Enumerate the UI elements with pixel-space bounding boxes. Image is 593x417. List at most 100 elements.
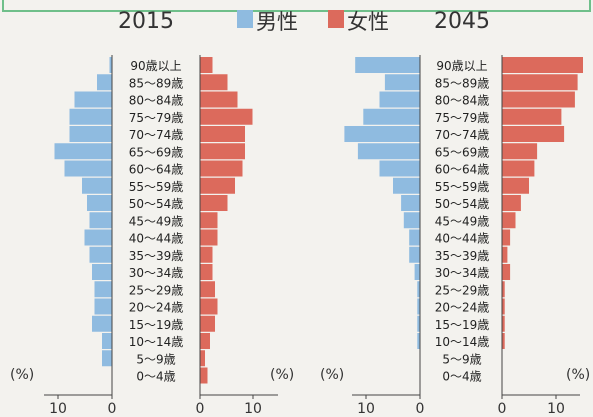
bar-male — [357, 143, 420, 160]
age-group-label: 0～4歳 — [136, 370, 175, 384]
bar-female — [502, 298, 505, 315]
x-tick-label: 0 — [196, 401, 205, 417]
bar-male — [414, 264, 420, 280]
bar-female — [502, 57, 583, 73]
age-group-label: 65～69歳 — [435, 145, 490, 159]
bar-male — [344, 126, 420, 142]
bar-male — [87, 195, 112, 211]
age-group-label: 35～39歳 — [129, 249, 184, 263]
age-group-label: 15～19歳 — [129, 318, 184, 332]
age-group-label: 10～14歳 — [435, 335, 490, 349]
bar-female — [200, 195, 228, 211]
x-tick-label: 10 — [49, 401, 67, 417]
bar-male — [89, 246, 112, 263]
age-group-label: 50～54歳 — [435, 197, 490, 211]
age-group-label: 90歳以上 — [436, 59, 487, 73]
bar-female — [200, 298, 218, 315]
percent-label-right: (%) — [566, 367, 590, 383]
bar-male — [355, 57, 420, 73]
bar-male — [403, 212, 420, 229]
bar-male — [379, 160, 420, 177]
bar-male — [94, 281, 112, 298]
bar-male — [417, 298, 420, 315]
bar-female — [502, 74, 578, 91]
bar-male — [417, 315, 420, 332]
bar-female — [502, 91, 575, 108]
bar-female — [200, 246, 213, 263]
x-tick-label: 0 — [108, 401, 117, 417]
bar-female — [502, 143, 538, 160]
x-tick-label: 0 — [498, 401, 507, 417]
age-group-label: 75～79歳 — [435, 111, 490, 125]
age-group-label: 35～39歳 — [435, 249, 490, 263]
bar-female — [200, 350, 205, 367]
bar-male — [102, 350, 112, 367]
bar-male — [102, 333, 112, 349]
age-group-label: 60～64歳 — [129, 163, 184, 177]
bar-male — [74, 91, 112, 108]
pyramid-2015: 90歳以上 85～89歳 80～84歳 75～79歳 70～74歳 65～69歳 60～64… — [10, 55, 294, 417]
age-group-label: 40～44歳 — [435, 232, 490, 246]
bar-female — [502, 281, 505, 298]
bar-male — [94, 298, 112, 315]
age-group-label: 10～14歳 — [129, 335, 184, 349]
bar-female — [502, 177, 529, 194]
age-group-label: 55～59歳 — [129, 180, 184, 194]
x-tick-label: 10 — [357, 401, 375, 417]
bar-female — [502, 315, 505, 332]
bar-female — [502, 264, 511, 280]
age-group-label: 5～9歳 — [136, 352, 175, 366]
age-group-label: 70～74歳 — [435, 128, 490, 142]
x-tick-label: 0 — [416, 401, 425, 417]
age-group-label: 85～89歳 — [129, 76, 184, 90]
chart-title-2015: 2015 — [118, 9, 174, 34]
bar-male — [379, 91, 420, 108]
bar-male — [384, 74, 420, 91]
age-group-label: 85～89歳 — [435, 76, 490, 90]
bar-female — [502, 108, 562, 125]
percent-label-left: (%) — [320, 367, 344, 383]
bar-female — [502, 195, 521, 211]
bar-male — [69, 108, 112, 125]
percent-label-left: (%) — [10, 367, 34, 383]
header-frame — [2, 0, 591, 12]
legend-female-swatch — [328, 10, 344, 28]
bar-female — [200, 333, 210, 349]
age-group-label: 5～9歳 — [442, 352, 481, 366]
bar-male — [64, 160, 112, 177]
percent-label-right: (%) — [270, 367, 294, 383]
age-group-label: 90歳以上 — [130, 59, 181, 73]
age-group-label: 65～69歳 — [129, 145, 184, 159]
bar-female — [200, 91, 238, 108]
bar-female — [502, 229, 511, 246]
legend-female-label: 女性 — [347, 10, 389, 34]
age-group-label: 50～54歳 — [129, 197, 184, 211]
bar-female — [200, 367, 208, 384]
x-tick-label: 10 — [547, 401, 565, 417]
bar-female — [200, 108, 253, 125]
pyramid-2045: 90歳以上 85～89歳 80～84歳 75～79歳 70～74歳 65～69歳 60～64… — [320, 55, 590, 417]
bar-male — [417, 281, 420, 298]
bar-male — [363, 108, 420, 125]
bar-female — [200, 160, 243, 177]
bar-male — [69, 126, 112, 142]
age-group-label: 30～34歳 — [435, 266, 490, 280]
bar-male — [109, 57, 112, 73]
bar-male — [82, 177, 112, 194]
age-group-label: 70～74歳 — [129, 128, 184, 142]
chart-title-2045: 2045 — [434, 9, 490, 34]
bar-male — [409, 229, 420, 246]
bar-female — [502, 126, 565, 142]
age-group-label: 15～19歳 — [435, 318, 490, 332]
bar-female — [200, 229, 218, 246]
bar-female — [200, 143, 245, 160]
legend-male-label: 男性 — [256, 10, 298, 34]
age-group-label: 0～4歳 — [442, 370, 481, 384]
bar-female — [502, 160, 535, 177]
bar-female — [200, 177, 235, 194]
legend-male-swatch — [237, 10, 253, 28]
x-tick-label: 10 — [244, 401, 262, 417]
age-group-label: 20～24歳 — [129, 301, 184, 315]
bar-female — [200, 57, 213, 73]
bar-female — [200, 74, 228, 91]
